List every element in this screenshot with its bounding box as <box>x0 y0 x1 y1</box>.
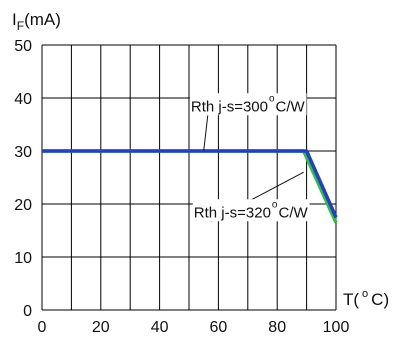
annotation-background-0 <box>189 93 307 116</box>
series-layer <box>42 149 338 224</box>
tick-layer: 0 20 40 60 80 100 0 10 20 30 40 50 <box>14 38 349 336</box>
x-tick-label: 60 <box>210 319 228 336</box>
y-tick-label: 10 <box>14 250 32 267</box>
x-tick-label: 20 <box>92 319 110 336</box>
y-tick-label: 30 <box>14 144 32 161</box>
y-tick-label: 20 <box>14 197 32 214</box>
y-tick-label: 0 <box>23 303 32 320</box>
annotation-label-unit: C/W <box>276 98 306 115</box>
x-tick-label: 40 <box>151 319 169 336</box>
annotation-label-0: Rth j-s=300oC/W <box>191 93 306 115</box>
annotation-label-main: Rth j-s=300 <box>191 98 268 115</box>
y-tick-label: 50 <box>14 38 32 55</box>
annotation-label-1: Rth j-s=320oC/W <box>194 199 309 221</box>
series-line-0 <box>42 149 338 218</box>
x-axis-title-suffix: C) <box>371 290 389 309</box>
x-axis-title: T(o C) <box>343 288 389 309</box>
x-tick-label: 0 <box>38 319 47 336</box>
y-axis-title-unit: (mA) <box>24 10 61 29</box>
annotation-label-degree: o <box>272 199 278 210</box>
annotation-background-1 <box>192 199 310 222</box>
x-axis-title-degree: o <box>362 288 368 300</box>
y-axis-title: IF(mA) <box>12 10 61 33</box>
x-tick-label: 100 <box>323 319 350 336</box>
annotation-label-unit: C/W <box>278 204 308 221</box>
annotation-label-main: Rth j-s=320 <box>194 204 271 221</box>
grid <box>41 44 337 311</box>
annotation-label-degree: o <box>269 93 275 104</box>
annotation-pointer-0 <box>203 115 209 152</box>
x-axis-title-prefix: T( <box>343 290 359 309</box>
y-tick-label: 40 <box>14 91 32 108</box>
y-axis-title-main: I <box>12 10 17 29</box>
y-axis-title-subscript: F <box>17 19 24 33</box>
x-tick-label: 80 <box>268 319 286 336</box>
